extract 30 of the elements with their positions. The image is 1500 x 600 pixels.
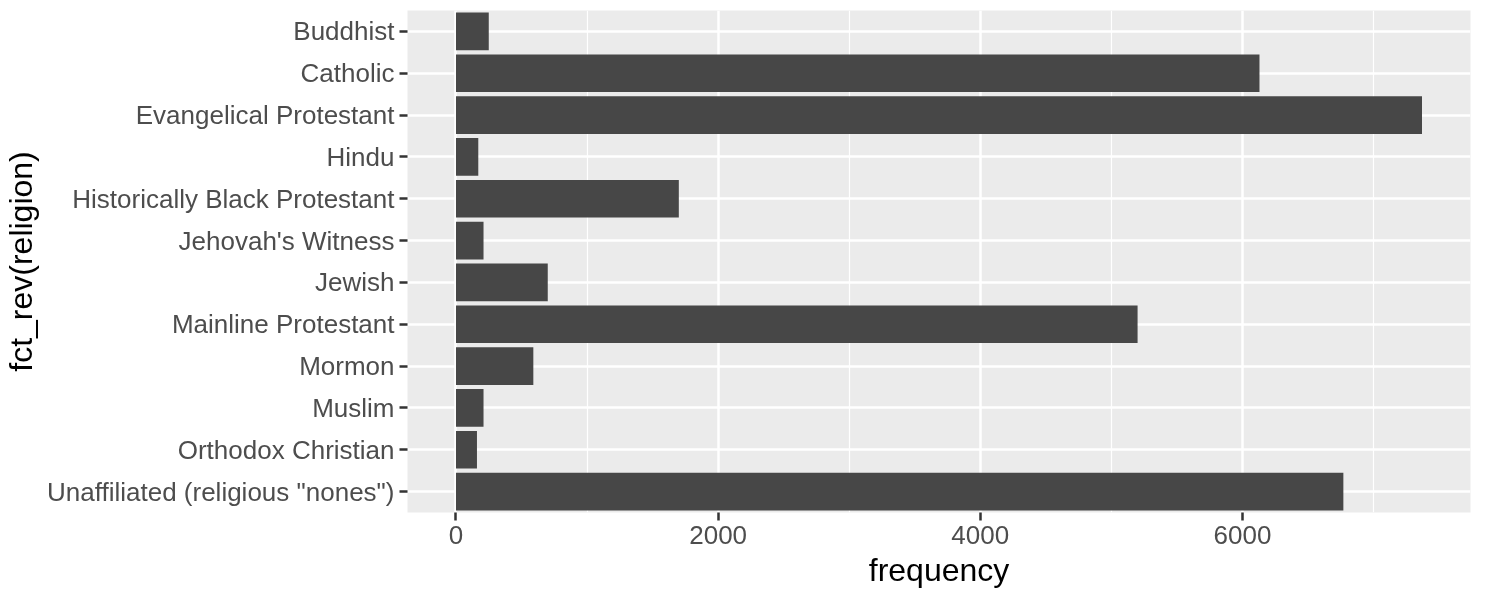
x-tick-label: 6000 — [1213, 519, 1272, 550]
bar — [456, 347, 534, 385]
bar — [456, 263, 548, 302]
y-tick-label: Muslim — [312, 392, 395, 423]
y-tick-label: Unaffiliated (religious "nones") — [47, 476, 395, 507]
x-tick-label: 0 — [448, 519, 464, 550]
y-tick-label: Jewish — [315, 267, 395, 298]
y-tick-label: Mormon — [299, 351, 395, 382]
x-axis-title: frequency — [868, 551, 1010, 588]
y-tick-label: Buddhist — [293, 16, 396, 47]
bar — [456, 138, 479, 176]
bar — [456, 430, 477, 469]
x-tick-label: 4000 — [951, 519, 1010, 550]
y-axis-title: fct_rev(religion) — [3, 151, 39, 372]
y-tick-label: Orthodox Christian — [177, 434, 395, 465]
y-tick-label: Jehovah's Witness — [178, 225, 395, 256]
bar — [456, 221, 484, 260]
y-tick-label: Evangelical Protestant — [135, 100, 396, 131]
bar — [456, 472, 1344, 511]
bar — [456, 305, 1138, 344]
y-tick-label: Historically Black Protestant — [72, 183, 396, 214]
bar — [456, 179, 679, 218]
y-tick-label: Mainline Protestant — [171, 309, 396, 340]
bar — [456, 96, 1422, 134]
bar — [456, 54, 1260, 93]
bar — [456, 389, 484, 427]
y-tick-label: Hindu — [326, 141, 395, 172]
x-tick-label: 2000 — [689, 519, 748, 550]
bar — [456, 12, 489, 51]
y-tick-label: Catholic — [300, 58, 395, 89]
